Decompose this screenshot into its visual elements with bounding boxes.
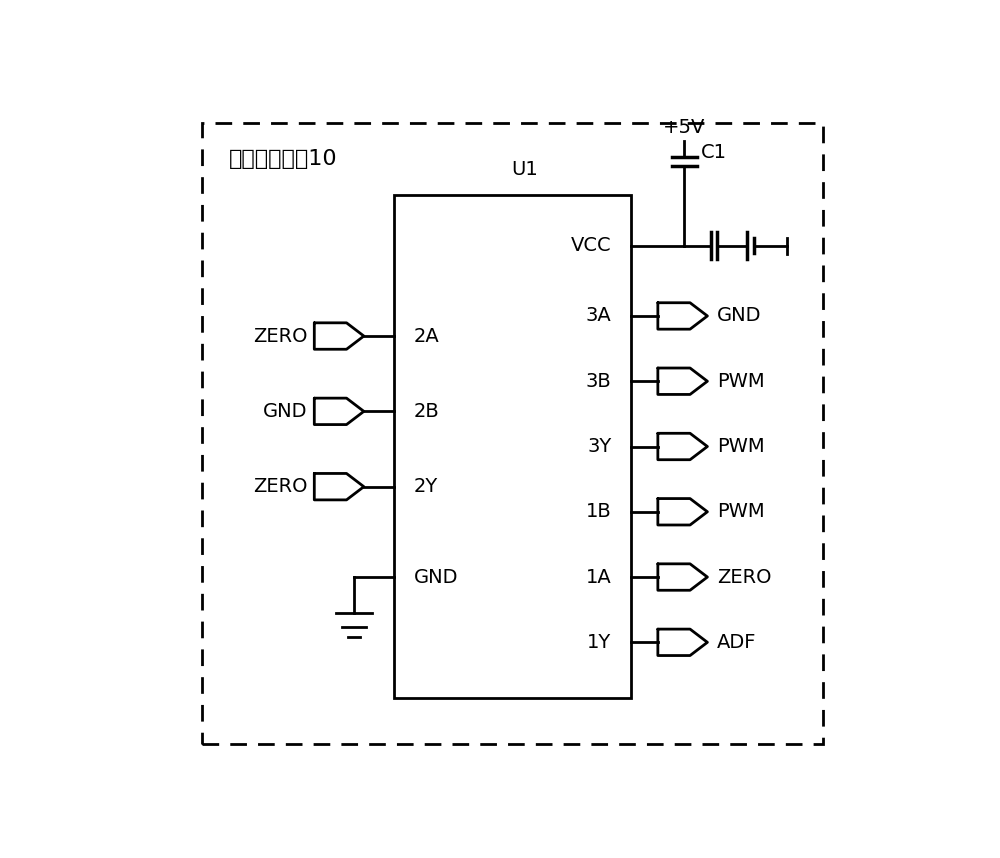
Text: U1: U1	[511, 160, 538, 179]
Text: 3Y: 3Y	[587, 437, 612, 456]
Text: PWM: PWM	[717, 372, 765, 390]
Text: GND: GND	[717, 306, 762, 325]
Text: ZERO: ZERO	[253, 477, 308, 496]
Text: 3B: 3B	[586, 372, 612, 390]
Text: GND: GND	[263, 402, 308, 421]
Text: PWM: PWM	[717, 502, 765, 522]
Text: 1B: 1B	[586, 502, 612, 522]
Text: ZERO: ZERO	[253, 327, 308, 346]
Text: GND: GND	[413, 567, 458, 587]
Text: ADF: ADF	[717, 633, 757, 652]
Text: 1A: 1A	[586, 567, 612, 587]
Text: C1: C1	[701, 142, 727, 162]
Text: 2B: 2B	[413, 402, 439, 421]
Text: 1Y: 1Y	[587, 633, 612, 652]
Text: ZERO: ZERO	[717, 567, 772, 587]
Text: 2Y: 2Y	[413, 477, 438, 496]
Text: PWM: PWM	[717, 437, 765, 456]
Text: +5V: +5V	[663, 118, 705, 137]
Text: 异或逻辑模块10: 异或逻辑模块10	[228, 149, 337, 169]
Text: 3A: 3A	[586, 306, 612, 325]
Text: 2A: 2A	[413, 327, 439, 346]
Text: VCC: VCC	[571, 236, 612, 255]
Bar	[394, 196, 631, 698]
